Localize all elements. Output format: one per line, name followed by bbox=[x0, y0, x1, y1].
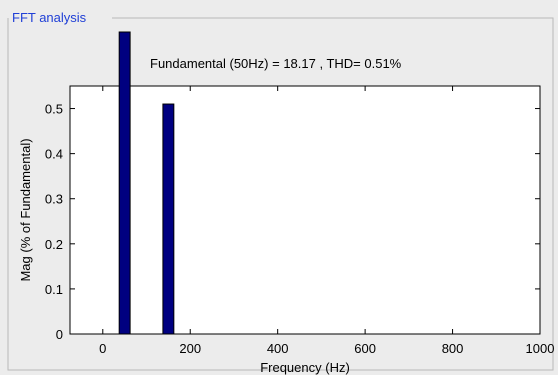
x-tick-label: 1000 bbox=[526, 341, 555, 356]
y-tick-label: 0 bbox=[56, 327, 63, 342]
harmonic-bar bbox=[162, 103, 175, 335]
ticks-layer: 0 200 400 600 800 1000 0 0.1 0.2 0.3 0.4 0.5 bbox=[45, 86, 555, 356]
x-tick-label: 200 bbox=[179, 341, 201, 356]
harmonic-bar bbox=[118, 31, 131, 335]
panel-title: FFT analysis bbox=[12, 10, 87, 25]
y-tick-label: 0.1 bbox=[45, 282, 63, 297]
x-tick-label: 0 bbox=[99, 341, 106, 356]
bars-layer bbox=[118, 31, 175, 335]
x-tick-label: 400 bbox=[267, 341, 289, 356]
x-tick-label: 600 bbox=[354, 341, 376, 356]
panel-frame bbox=[7, 17, 554, 371]
y-tick-label: 0.4 bbox=[45, 147, 63, 162]
x-tick-label: 800 bbox=[442, 341, 464, 356]
y-tick-label: 0.3 bbox=[45, 192, 63, 207]
chart-annotation: Fundamental (50Hz) = 18.17 , THD= 0.51% bbox=[150, 56, 402, 71]
y-axis-label: Mag (% of Fundamental) bbox=[18, 138, 33, 281]
x-axis-label: Frequency (Hz) bbox=[260, 360, 350, 375]
plot-area bbox=[69, 85, 541, 335]
y-tick-label: 0.2 bbox=[45, 237, 63, 252]
y-tick-label: 0.5 bbox=[45, 102, 63, 117]
